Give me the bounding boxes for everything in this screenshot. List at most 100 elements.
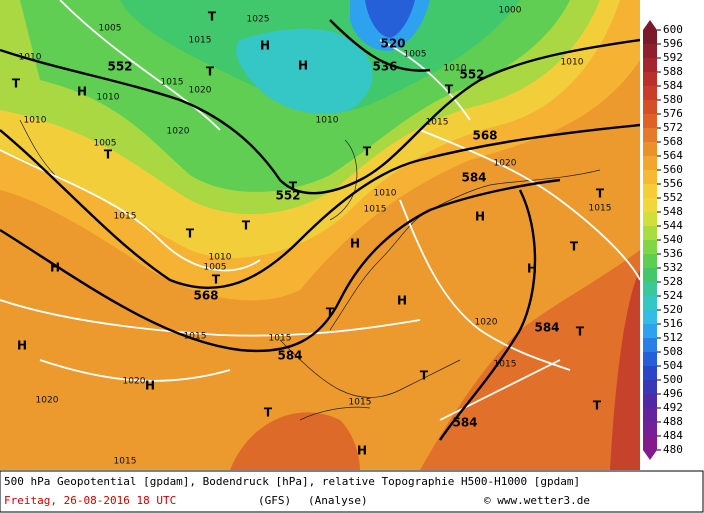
pressure-center-label: T xyxy=(242,219,251,233)
colorbar-tick-label: 540 xyxy=(663,233,683,246)
pressure-center-label: H xyxy=(50,261,60,275)
geopotential-label: 584 xyxy=(277,349,302,363)
colorbar-tick-label: 512 xyxy=(663,331,683,344)
geopotential-label: 552 xyxy=(107,60,132,74)
colorbar-cell xyxy=(643,366,657,381)
colorbar-tick-label: 544 xyxy=(663,219,683,232)
colorbar-cell xyxy=(643,114,657,129)
colorbar-cell xyxy=(643,170,657,185)
pressure-isobars xyxy=(0,0,571,421)
pressure-center-label: H xyxy=(475,210,485,224)
colorbar-tick-label: 576 xyxy=(663,107,683,120)
colorbar-tick-label: 596 xyxy=(663,37,683,50)
colorbar-tick-label: 516 xyxy=(663,317,683,330)
pressure-center-label: T xyxy=(12,77,21,91)
geopotential-label: 584 xyxy=(534,321,559,335)
colorbar-tick-label: 492 xyxy=(663,401,683,414)
isobar-label: 1015 xyxy=(184,332,207,342)
pressure-center-label: T xyxy=(264,406,273,420)
isobar-label: 1020 xyxy=(36,396,59,406)
isobar-label: 1010 xyxy=(24,116,47,126)
pressure-center-label: T xyxy=(420,369,429,383)
isobar-label: 1000 xyxy=(499,6,522,16)
colorbar-tick-label: 560 xyxy=(663,163,683,176)
colorbar-cell xyxy=(643,212,657,227)
pressure-center-label: H xyxy=(145,379,155,393)
footer-run: (Analyse) xyxy=(308,494,368,507)
geopotential-label: 552 xyxy=(275,189,300,203)
colorbar-tick-label: 528 xyxy=(663,275,683,288)
pressure-center-label: T xyxy=(289,180,298,194)
pressure-center-label: T xyxy=(445,83,454,97)
pressure-center-label: T xyxy=(208,10,217,24)
colorbar-tick-label: 480 xyxy=(663,443,683,456)
isobar-label: 1005 xyxy=(204,263,227,273)
isobar-label: 1015 xyxy=(494,360,517,370)
colorbar: 6005965925885845805765725685645605565525… xyxy=(643,20,683,460)
colorbar-cell xyxy=(643,254,657,269)
isobar-label: 1015 xyxy=(161,78,184,88)
colorbar-cell xyxy=(643,86,657,101)
geopotential-label: 584 xyxy=(461,171,486,185)
isobar-label: 1010 xyxy=(97,93,120,103)
colorbar-arrow-bottom xyxy=(643,450,657,460)
isobar-label: 1015 xyxy=(269,334,292,344)
colorbar-cell xyxy=(643,422,657,437)
colorbar-tick-label: 488 xyxy=(663,415,683,428)
footer-credit: © www.wetter3.de xyxy=(484,494,590,507)
colorbar-cell xyxy=(643,30,657,45)
footer-box xyxy=(0,470,704,513)
colorbar-cell xyxy=(643,408,657,423)
footer-date: Freitag, 26-08-2016 18 UTC xyxy=(4,494,176,507)
colorbar-tick-label: 496 xyxy=(663,387,683,400)
isobar-label: 1025 xyxy=(247,15,270,25)
geopotential-label: 568 xyxy=(193,289,218,303)
colorbar-tick-label: 592 xyxy=(663,51,683,64)
geopotential-contours xyxy=(0,19,641,441)
isobar-label: 1005 xyxy=(99,24,122,34)
geopotential-label: 568 xyxy=(472,129,497,143)
isobar-label: 1020 xyxy=(123,377,146,387)
colorbar-tick-label: 500 xyxy=(663,373,683,386)
isobar-label: 1020 xyxy=(167,127,190,137)
colorbar-cell xyxy=(643,226,657,241)
geopotential-label: 584 xyxy=(452,416,477,430)
pressure-center-label: T xyxy=(212,273,221,287)
geopotential-label: 520 xyxy=(380,37,405,51)
colorbar-cell xyxy=(643,142,657,157)
colorbar-tick-label: 484 xyxy=(663,429,683,442)
pressure-center-label: H xyxy=(298,59,308,73)
colorbar-tick-label: 536 xyxy=(663,247,683,260)
colorbar-tick-label: 572 xyxy=(663,121,683,134)
colorbar-cell xyxy=(643,352,657,367)
pressure-center-label: H xyxy=(357,444,367,458)
isobar-label: 1015 xyxy=(114,212,137,222)
colorbar-tick-label: 588 xyxy=(663,65,683,78)
isobar-label: 1015 xyxy=(189,36,212,46)
colorbar-cell xyxy=(643,324,657,339)
pressure-center-label: H xyxy=(397,294,407,308)
colorbar-cell xyxy=(643,156,657,171)
colorbar-tick-label: 548 xyxy=(663,205,683,218)
colorbar-tick-label: 564 xyxy=(663,149,683,162)
isobar-label: 1015 xyxy=(114,457,137,467)
pressure-center-label: H xyxy=(527,262,537,276)
colorbar-cell xyxy=(643,72,657,87)
isobar-label: 1010 xyxy=(561,58,584,68)
colorbar-cell xyxy=(643,128,657,143)
colorbar-tick-label: 600 xyxy=(663,23,683,36)
colorbar-tick-label: 520 xyxy=(663,303,683,316)
colorbar-cell xyxy=(643,44,657,59)
isobar-label: 1015 xyxy=(364,205,387,215)
pressure-center-label: T xyxy=(326,306,335,320)
colorbar-cell xyxy=(643,282,657,297)
colorbar-tick-label: 552 xyxy=(663,191,683,204)
map-labels: 1005 1010 552 1015 1025 1010 1015 1020 1010 1020 1… xyxy=(12,6,612,467)
isobar-label: 1015 xyxy=(349,398,372,408)
geopotential-label: 536 xyxy=(372,60,397,74)
pressure-center-label: T xyxy=(576,325,585,339)
colorbar-cell xyxy=(643,394,657,409)
colorbar-tick-label: 556 xyxy=(663,177,683,190)
pressure-center-label: T xyxy=(186,227,195,241)
